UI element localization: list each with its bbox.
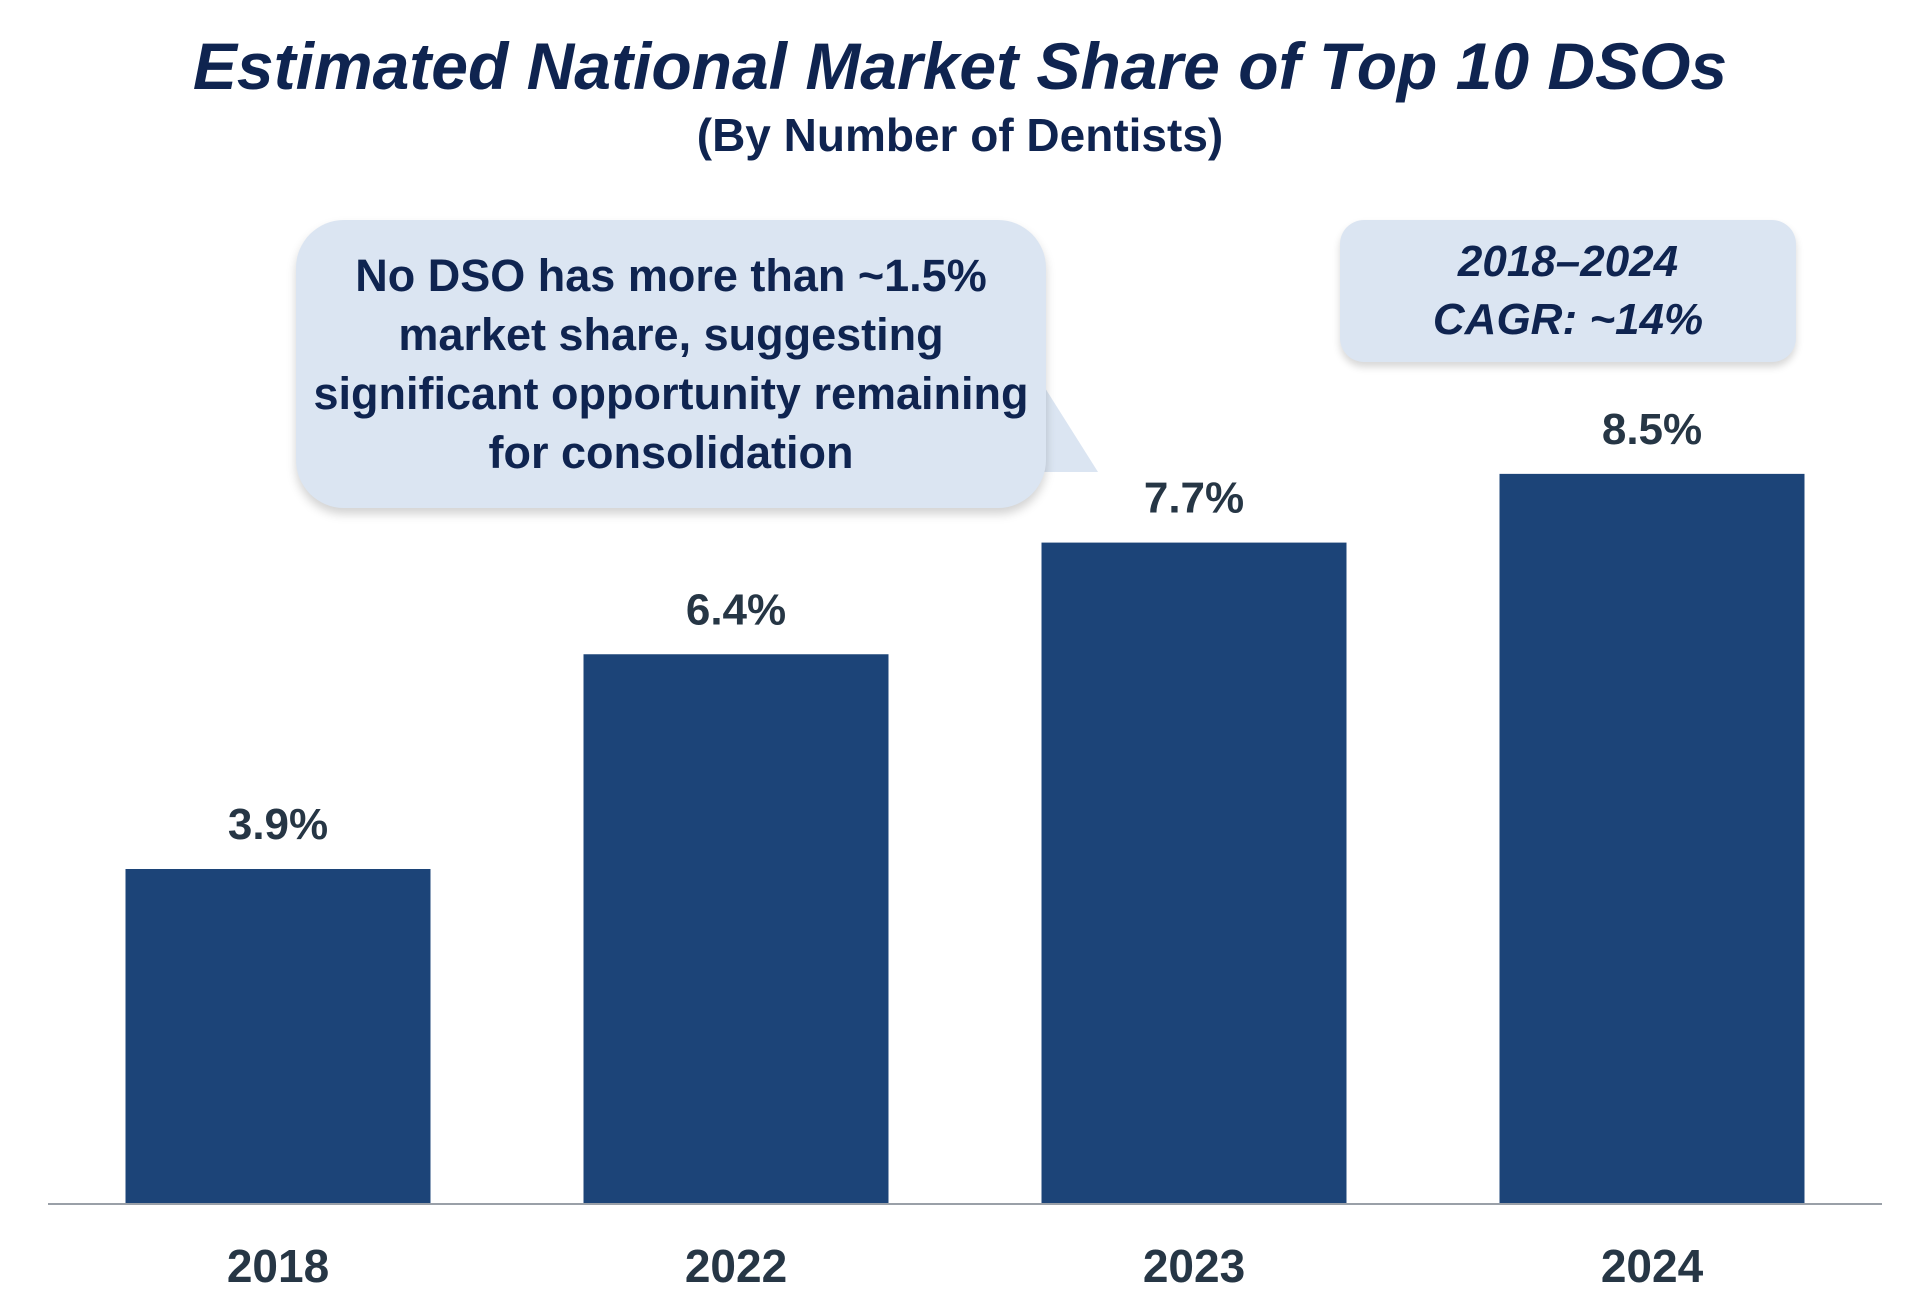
data-label-2018: 3.9%: [228, 800, 328, 849]
bar-2023: [1041, 542, 1347, 1204]
x-tick-label-2024: 2024: [1601, 1240, 1704, 1292]
bar-2018: [125, 869, 431, 1204]
bar-2022: [583, 654, 889, 1204]
callout-text: No DSO has more than ~1.5% market share,…: [313, 250, 1029, 478]
cagr-box: 2018–2024 CAGR: ~14%: [1340, 220, 1796, 362]
bar-2024: [1499, 473, 1805, 1204]
labels-layer: 3.9% 2018 6.4% 2022 7.7% 2023 8.5% 2024: [227, 405, 1704, 1292]
callout-bubble: No DSO has more than ~1.5% market share,…: [296, 220, 1046, 508]
chart-subtitle: (By Number of Dentists): [696, 109, 1224, 161]
cagr-value: CAGR: ~14%: [1432, 295, 1704, 344]
data-label-2024: 8.5%: [1602, 405, 1702, 454]
cagr-period: 2018–2024: [1457, 237, 1679, 286]
bars-layer: [125, 473, 1805, 1204]
x-tick-label-2022: 2022: [685, 1240, 787, 1292]
x-tick-label-2018: 2018: [227, 1240, 329, 1292]
chart-title: Estimated National Market Share of Top 1…: [192, 29, 1728, 103]
x-tick-label-2023: 2023: [1143, 1240, 1245, 1292]
data-label-2023: 7.7%: [1144, 474, 1244, 523]
data-label-2022: 6.4%: [686, 585, 786, 634]
